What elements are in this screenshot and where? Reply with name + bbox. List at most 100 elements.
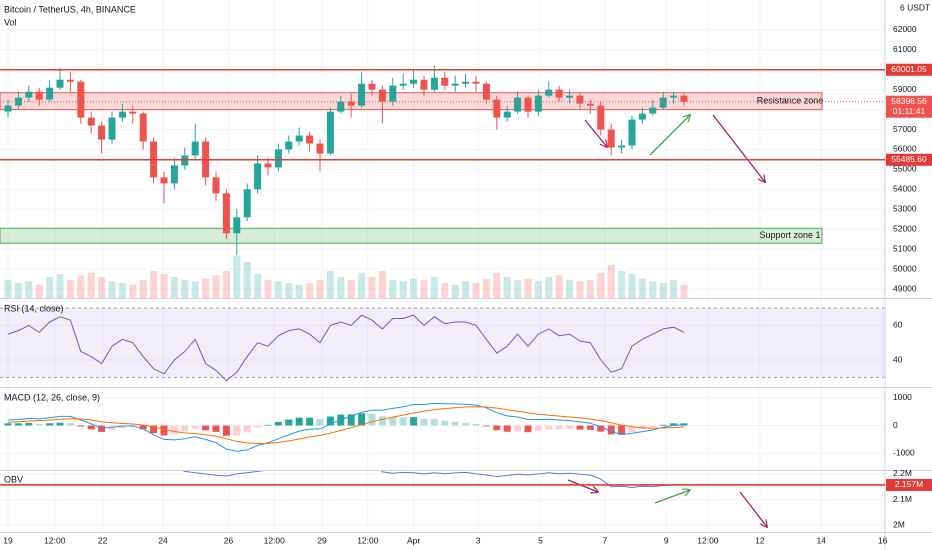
macd-histogram-bar [503,425,511,432]
candle-body [66,79,74,82]
volume-bar [378,271,386,298]
obv-level-label: 2.157M [895,479,923,489]
volume-bar [347,280,355,298]
candle-body [514,97,522,112]
volume-bar [150,271,158,298]
y-tick-label: 52000 [893,223,917,233]
candle-body [399,83,407,86]
x-tick-label: 3 [476,535,481,545]
macd-histogram-bar [670,423,678,426]
volume-bar [368,277,376,298]
macd-histogram-bar [181,425,189,432]
macd-histogram-bar [222,425,230,436]
candle-body [462,81,470,84]
candle-body [129,111,137,114]
candle-body [274,149,282,168]
volume-bar [56,274,64,298]
candle-body [46,87,54,100]
volume-bar [160,274,168,298]
macd-histogram-bar [462,422,470,426]
currency-label: 6 USDT [900,2,930,12]
macd-histogram-bar [274,421,282,426]
candle-body [222,193,230,234]
y-tick-label: 59000 [893,84,917,94]
volume-bar [181,280,189,298]
macd-histogram-bar [139,425,147,430]
y-tick-label: 51000 [893,243,917,253]
candle-body [628,119,636,146]
candle-body [108,117,116,140]
candle-body [243,189,251,218]
x-tick-label: 14 [817,535,827,545]
volume-bar [680,284,688,298]
candle-body [420,79,428,90]
x-tick-label: 7 [603,535,608,545]
y-tick-label: 40 [893,354,903,364]
candle-body [482,83,490,100]
candle-body [545,89,553,96]
macd-histogram-bar [586,425,594,430]
plot [0,65,885,489]
macd-histogram-bar [545,425,553,430]
volume-bar [576,281,584,298]
arrow [739,491,767,527]
x-tick-label: 12:00 [44,535,66,545]
macd-histogram-bar [243,425,251,433]
macd-histogram-bar [399,417,407,426]
x-tick-label: 26 [224,535,234,545]
volume-bar [118,283,126,298]
x-tick-label: 16 [878,535,888,545]
macd-histogram-bar [285,419,293,426]
volume-bar [254,274,262,298]
volume-bar [243,262,251,298]
x-tick-label: 29 [317,535,327,545]
macd-histogram-bar [108,425,116,430]
volume-bar [524,278,532,298]
zone [0,92,823,111]
level-tag [886,153,932,166]
candle-body [493,99,501,118]
y-tick-label: 2.1M [893,494,912,504]
x-tick-label: 12:00 [697,535,719,545]
x-tick-label: Apr [407,535,420,545]
macd-histogram-bar [98,425,106,432]
volume-bar [326,271,334,298]
candle-body [566,95,574,98]
y-tick-label: -1000 [893,447,915,457]
macd-histogram-bar [430,419,438,426]
candle-body [430,77,438,90]
candle-body [441,77,449,86]
candle-body [451,83,459,86]
candle-body [649,107,657,114]
volume-bar [670,280,678,298]
macd-histogram-bar [628,425,636,433]
macd-histogram-bar [347,414,355,426]
macd-histogram-bar [118,425,126,429]
countdown: 01:11:41 [893,106,926,116]
candle-body [264,163,272,168]
volume-title: Vol [4,17,17,27]
y-tick-label: 53000 [893,204,917,214]
y-tick-label: 2M [893,519,905,529]
obv-line [182,471,685,489]
volume-bar [555,275,563,298]
zone-label: Resistance zone [757,96,824,106]
macd-histogram-bar [659,424,667,426]
y-tick-label: 49000 [893,283,917,293]
x-tick-label: 12:00 [264,535,286,545]
macd-histogram-bar [160,425,168,436]
y-tick-label: 61000 [893,44,917,54]
volume-bar [628,274,636,298]
macd-histogram-bar [368,413,376,426]
signal-line [7,406,685,445]
candle-body [472,81,480,84]
last-price-label: 58396.56 [891,96,927,106]
candle-body [534,95,542,112]
candle-body [358,83,366,106]
macd-histogram-bar [254,425,262,428]
macd-histogram-bar [649,425,657,428]
candle-body [597,105,605,130]
macd-histogram-bar [4,423,12,426]
macd-histogram-bar [493,425,501,431]
macd-histogram-bar [212,425,220,432]
